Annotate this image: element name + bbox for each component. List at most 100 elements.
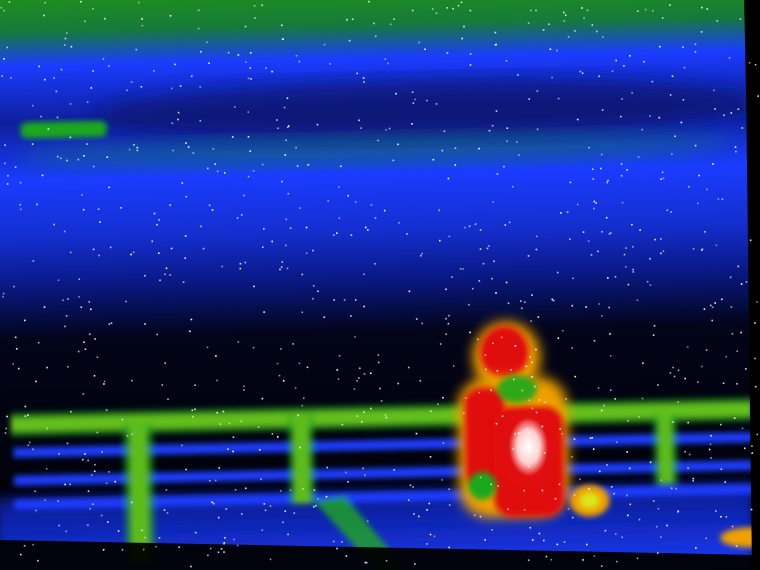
noise-speck — [317, 290, 319, 293]
noise-speck — [252, 170, 255, 172]
noise-speck — [652, 10, 654, 12]
noise-speck — [562, 11, 565, 14]
noise-speck — [360, 127, 362, 129]
noise-speck — [383, 209, 386, 212]
noise-speck — [158, 252, 160, 254]
noise-speck — [56, 116, 59, 119]
noise-speck — [431, 8, 434, 10]
noise-speck — [520, 300, 522, 302]
noise-speck — [263, 503, 266, 505]
noise-speck — [370, 204, 373, 206]
noise-speck — [53, 223, 55, 226]
noise-speck — [748, 62, 751, 64]
noise-speck — [598, 470, 601, 473]
noise-speck — [232, 450, 234, 453]
noise-speck — [627, 514, 629, 517]
noise-speck — [613, 492, 615, 495]
noise-speck — [185, 468, 187, 471]
noise-speck — [652, 334, 655, 336]
noise-speck — [697, 202, 699, 205]
noise-speck — [563, 541, 566, 543]
noise-speck — [83, 155, 85, 157]
noise-speck — [692, 477, 695, 480]
noise-speck — [261, 163, 264, 166]
noise-speck — [736, 350, 738, 352]
noise-speck — [254, 17, 256, 19]
noise-speck — [631, 92, 633, 94]
noise-speck — [559, 428, 561, 430]
noise-speck — [41, 174, 44, 177]
noise-speck — [338, 186, 340, 188]
noise-speck — [589, 437, 592, 439]
noise-speck — [556, 271, 559, 274]
noise-speck — [535, 411, 538, 414]
noise-speck — [484, 354, 487, 356]
noise-speck — [521, 389, 524, 392]
noise-speck — [82, 393, 85, 395]
noise-speck — [233, 538, 235, 541]
noise-speck — [87, 459, 89, 462]
noise-speck — [185, 195, 188, 198]
noise-speck — [216, 170, 219, 173]
noise-speck — [535, 449, 538, 452]
border-right — [745, 0, 760, 570]
noise-speck — [567, 36, 570, 38]
noise-speck — [263, 311, 265, 313]
noise-speck — [531, 376, 533, 378]
noise-speck — [185, 142, 187, 144]
noise-speck — [435, 12, 438, 14]
noise-speck — [169, 274, 171, 276]
noise-speck — [240, 420, 243, 423]
noise-speck — [649, 115, 651, 117]
noise-speck — [240, 513, 243, 515]
noise-speck — [468, 303, 470, 306]
noise-speck — [756, 301, 758, 303]
noise-speck — [338, 217, 341, 219]
noise-speck — [459, 268, 462, 270]
noise-speck — [292, 343, 294, 345]
noise-speck — [531, 361, 533, 364]
noise-speck — [709, 443, 712, 446]
noise-speck — [565, 398, 567, 400]
noise-speck — [541, 489, 544, 492]
noise-speck — [301, 404, 304, 407]
noise-speck — [609, 355, 612, 357]
noise-speck — [620, 174, 623, 177]
noise-speck — [576, 118, 579, 121]
noise-speck — [536, 90, 539, 92]
noise-speck — [6, 46, 8, 49]
noise-speck — [211, 501, 213, 504]
noise-speck — [96, 356, 99, 358]
noise-speck — [194, 384, 196, 386]
noise-speck — [495, 110, 498, 112]
noise-speck — [302, 488, 304, 490]
noise-speck — [538, 532, 541, 535]
noise-speck — [627, 283, 630, 286]
noise-speck — [287, 192, 290, 195]
noise-speck — [464, 397, 467, 399]
noise-speck — [141, 529, 143, 532]
noise-speck — [163, 509, 166, 511]
noise-speck — [247, 175, 250, 178]
noise-speck — [669, 4, 671, 6]
noise-speck — [751, 452, 753, 454]
noise-speck — [265, 67, 267, 69]
noise-speck — [84, 20, 86, 23]
noise-speck — [384, 414, 387, 416]
noise-speck — [626, 451, 628, 453]
noise-speck — [556, 543, 559, 546]
noise-speck — [269, 505, 272, 507]
noise-speck — [478, 280, 481, 282]
noise-speck — [63, 230, 66, 233]
noise-speck — [646, 280, 649, 283]
noise-speck — [625, 247, 627, 249]
noise-speck — [714, 108, 716, 110]
noise-speck — [744, 447, 746, 450]
noise-speck — [506, 127, 509, 129]
noise-speck — [448, 546, 450, 549]
noise-speck — [247, 77, 250, 80]
noise-speck — [136, 146, 139, 149]
noise-speck — [108, 471, 110, 473]
noise-speck — [109, 246, 112, 249]
noise-speck — [181, 444, 183, 447]
